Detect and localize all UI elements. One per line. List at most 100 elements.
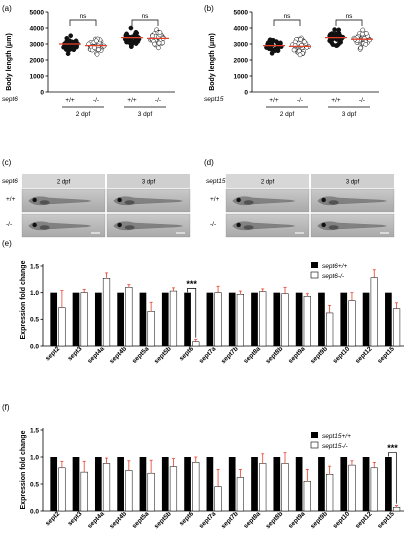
ns-label: ns [142, 13, 150, 20]
category-label: sept7b [220, 345, 240, 365]
legend-swatch-e-2 [310, 271, 319, 279]
genotype-label-a-2: -/- [93, 97, 99, 104]
bar-chart-f: 0.0 0.5 1.0 1.5 sept2 sept3 sept4a sept4b sept5a… [30, 427, 404, 530]
bar-wildtype [206, 457, 214, 511]
bar-mutant [125, 287, 133, 347]
bar-wildtype [295, 292, 303, 346]
bar-wildtype [362, 292, 370, 346]
bar-mutant [303, 481, 311, 512]
bar-mutant [169, 290, 178, 347]
y-tick-label-b: 0 [244, 89, 248, 96]
y-tick-label-f: 1.5 [30, 427, 39, 434]
panel-b: (b) Body length (μm) 0 1000 2000 3000 4000 50… [204, 4, 379, 118]
category-label: sept4a [86, 345, 106, 365]
gene-label-d: sept15 [206, 178, 226, 185]
row-label-c-1: +/+ [6, 196, 16, 203]
category-label: sept6 [178, 510, 195, 527]
category-label: sept4b [108, 345, 128, 365]
larva-yolk [124, 200, 135, 205]
category-label: sept15 [376, 510, 396, 530]
y-axis-title-e: Expression fold change [20, 260, 27, 339]
bar-wildtype [318, 457, 325, 511]
larva-eye [236, 222, 241, 228]
bar-mutant [392, 506, 401, 512]
legend-swatch-e-1 [311, 262, 318, 268]
category-label: sept3 [67, 345, 84, 362]
bar-mutant [192, 462, 200, 512]
bar-wildtype [72, 457, 80, 511]
bar-mutant [169, 466, 178, 512]
micrograph-d-1-2 [310, 188, 395, 213]
bar-mutant [348, 464, 356, 512]
data-point [124, 32, 129, 37]
bar-wildtype [184, 292, 191, 346]
data-point [94, 51, 100, 57]
bar-wildtype [273, 292, 281, 346]
row-label-c-2: -/- [6, 221, 12, 228]
stage-label-b-1: 2 dpf [280, 111, 295, 118]
category-label: sept8a [242, 345, 262, 365]
bar-wildtype [340, 292, 348, 346]
bar-mutant [147, 311, 155, 347]
category-label: sept7b [220, 510, 240, 530]
significance-label: *** [387, 443, 398, 453]
panel-label-d: (d) [204, 158, 214, 167]
micrograph-d-2-2 [310, 213, 395, 238]
y-tick-label-a: 5000 [30, 9, 45, 16]
larva-eye [236, 197, 241, 203]
category-label: sept6 [178, 345, 195, 362]
y-tick-label-b: 5000 [234, 9, 249, 16]
larva-yolk [243, 225, 254, 230]
row-label-d-2: -/- [210, 221, 216, 228]
legend-label-e-1: sept6+/+ [322, 263, 348, 270]
category-label: sept15 [376, 345, 396, 365]
data-point [156, 40, 162, 46]
panel-f: (f) Expression fold change 0.0 0.5 1.0 1.5 s… [2, 403, 404, 530]
row-label-d-1: +/+ [210, 196, 220, 203]
bar-wildtype [161, 457, 169, 511]
y-axis-ticks-a: 0 1000 2000 3000 4000 5000 [30, 9, 48, 96]
bar-mutant [102, 463, 111, 512]
category-label: sept9b [309, 345, 329, 365]
ns-label: ns [80, 13, 88, 20]
larva-yolk [124, 225, 135, 230]
bar-wildtype [251, 457, 258, 511]
y-tick-label-f: 0.5 [30, 481, 39, 488]
larva-eye [32, 197, 37, 203]
data-point [358, 45, 363, 51]
larva-yolk [328, 200, 339, 205]
panel-c: (c) sept6 +/+ -/- 2 dpf 3 dpf [2, 158, 191, 238]
bar-mutant [80, 471, 88, 512]
bar-mutant [326, 312, 334, 347]
y-axis-title-f: Expression fold change [20, 430, 27, 509]
y-axis-title-a: Body length (μm) [6, 33, 13, 91]
panel-label-f: (f) [2, 403, 10, 412]
bar-wildtype [340, 457, 348, 511]
category-label: sept12 [354, 345, 374, 365]
bar-mutant [236, 294, 244, 347]
data-point [156, 45, 161, 51]
micrograph-header [226, 174, 309, 188]
bar-mutant [80, 292, 88, 347]
panel-d: (d) sept15 +/+ -/- 2 dpf 3 dpf [204, 158, 395, 238]
data-point [66, 48, 71, 54]
micrograph-c-1-2 [106, 188, 191, 213]
y-tick-label-a: 0 [40, 89, 44, 96]
micrograph-c-2-2 [106, 213, 191, 238]
panel-e: (e) Expression fold change 0.0 0.5 1.0 1.5 s… [2, 239, 404, 365]
bar-wildtype [94, 457, 102, 511]
significance-bracket [273, 19, 301, 26]
bar-mutant [281, 293, 289, 347]
data-point [298, 37, 303, 42]
data-point [333, 31, 339, 37]
data-point [157, 30, 163, 35]
category-label: sept2 [44, 510, 61, 527]
significance-bracket [388, 452, 397, 504]
larva-eye [32, 222, 37, 228]
significance-bracket [131, 19, 159, 26]
data-point [70, 46, 76, 52]
y-tick-label-b: 2000 [234, 57, 249, 64]
bar-mutant [326, 474, 334, 512]
y-axis-ticks-b: 0 1000 2000 3000 4000 5000 [234, 9, 252, 96]
